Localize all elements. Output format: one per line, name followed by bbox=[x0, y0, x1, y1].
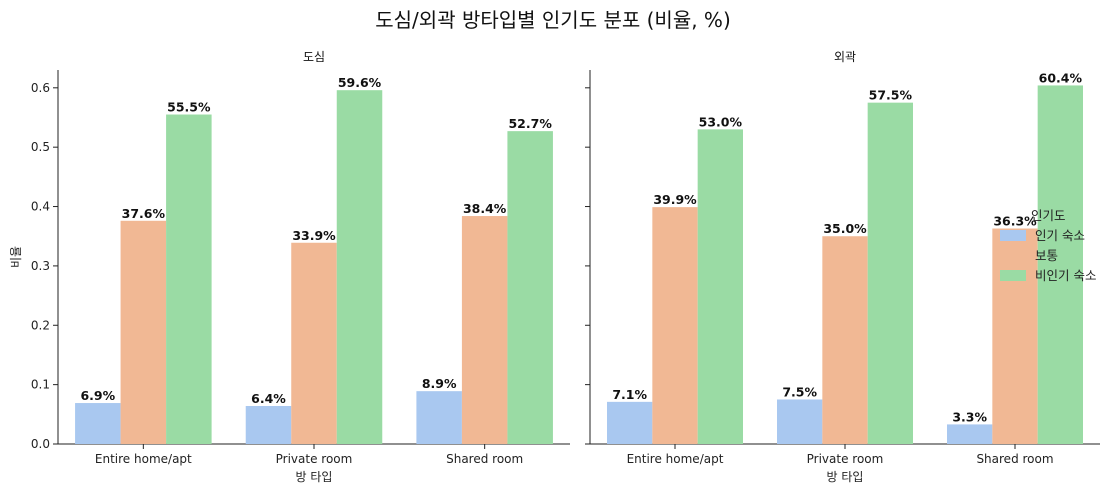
y-tick-label: 0.5 bbox=[31, 140, 50, 154]
data-label: 3.3% bbox=[952, 409, 987, 424]
bar bbox=[652, 207, 698, 444]
panel-title: 도심 bbox=[303, 50, 325, 64]
bar bbox=[461, 216, 508, 444]
x-axis-label: 방 타입 bbox=[827, 470, 864, 484]
chart-title: 도심/외곽 방타입별 인기도 분포 (비율, %) bbox=[375, 8, 731, 32]
legend-title: 인기도 bbox=[1031, 208, 1066, 223]
bar bbox=[697, 129, 743, 444]
bar bbox=[507, 131, 553, 444]
data-label: 35.0% bbox=[823, 221, 867, 236]
data-label: 6.4% bbox=[251, 391, 286, 406]
data-label: 39.9% bbox=[653, 192, 697, 207]
legend-entry: 인기 숙소 bbox=[1035, 228, 1085, 243]
y-tick-label: 0.3 bbox=[31, 259, 50, 273]
y-tick-label: 0.1 bbox=[31, 378, 50, 392]
data-label: 53.0% bbox=[699, 114, 743, 129]
panel-1: 도심 0.0 0.1 0.2 0.3 0.4 0.5 0.6 Entire home/apt 6.… bbox=[31, 50, 570, 484]
x-tick-label: Private room bbox=[807, 452, 884, 466]
data-label: 8.9% bbox=[422, 376, 457, 391]
y-axis-label: 비율 bbox=[9, 246, 23, 268]
y-tick-label: 0.2 bbox=[31, 318, 50, 332]
bar bbox=[336, 90, 383, 444]
data-label: 6.9% bbox=[80, 388, 115, 403]
bar bbox=[607, 401, 653, 444]
bar bbox=[245, 406, 292, 444]
data-label: 33.9% bbox=[292, 228, 336, 243]
data-label: 57.5% bbox=[869, 88, 913, 103]
data-label: 37.6% bbox=[122, 206, 166, 221]
x-tick-label: Shared room bbox=[976, 452, 1053, 466]
legend-swatch bbox=[1000, 250, 1026, 261]
data-label: 38.4% bbox=[463, 201, 507, 216]
bar bbox=[1037, 85, 1083, 444]
bar bbox=[75, 403, 121, 444]
legend-entry: 비인기 숙소 bbox=[1035, 268, 1096, 283]
bar bbox=[416, 391, 462, 444]
data-label: 60.4% bbox=[1039, 70, 1083, 85]
bar bbox=[822, 236, 868, 444]
data-label: 55.5% bbox=[167, 100, 211, 115]
bar bbox=[120, 220, 167, 444]
x-tick-label: Shared room bbox=[446, 452, 523, 466]
bar bbox=[947, 424, 993, 444]
bar bbox=[992, 228, 1038, 444]
data-label: 59.6% bbox=[338, 75, 382, 90]
legend-entry: 보통 bbox=[1035, 248, 1058, 263]
legend-swatch bbox=[1000, 270, 1026, 281]
bar bbox=[867, 102, 913, 445]
x-tick-label: Private room bbox=[276, 452, 353, 466]
bar bbox=[291, 242, 337, 444]
bar bbox=[166, 114, 212, 445]
x-axis-label: 방 타입 bbox=[296, 470, 333, 484]
legend-swatch bbox=[1000, 230, 1026, 241]
y-tick-label: 0.6 bbox=[31, 81, 50, 95]
data-label: 52.7% bbox=[508, 116, 552, 131]
data-label: 36.3% bbox=[993, 214, 1037, 229]
y-tick-label: 0.4 bbox=[31, 200, 50, 214]
x-tick-label: Entire home/apt bbox=[95, 452, 192, 466]
x-tick-label: Entire home/apt bbox=[627, 452, 724, 466]
panel-title: 외곽 bbox=[834, 50, 856, 64]
panel-2: 외곽 Entire home/apt 7.1% 39.9% 53.0% Private r… bbox=[585, 50, 1100, 484]
y-tick-label: 0.0 bbox=[31, 437, 50, 451]
data-label: 7.1% bbox=[612, 387, 647, 402]
bar bbox=[777, 399, 823, 444]
data-label: 7.5% bbox=[782, 384, 817, 399]
